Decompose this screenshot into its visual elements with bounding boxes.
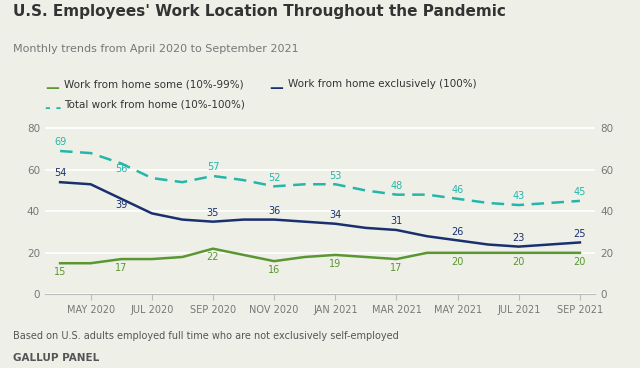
Text: U.S. Employees' Work Location Throughout the Pandemic: U.S. Employees' Work Location Throughout… [13,4,506,19]
Text: Work from home exclusively (100%): Work from home exclusively (100%) [288,79,477,89]
Text: 16: 16 [268,265,280,275]
Text: Based on U.S. adults employed full time who are not exclusively self-employed: Based on U.S. adults employed full time … [13,331,399,341]
Text: GALLUP PANEL: GALLUP PANEL [13,353,99,363]
Text: 22: 22 [207,252,220,262]
Text: 45: 45 [573,187,586,197]
Text: Total work from home (10%-100%): Total work from home (10%-100%) [64,99,245,109]
Text: 31: 31 [390,216,403,226]
Text: —: — [45,81,59,95]
Text: 25: 25 [573,229,586,239]
Text: 15: 15 [54,267,67,277]
Text: 20: 20 [573,256,586,266]
Text: 36: 36 [268,206,280,216]
Text: 43: 43 [513,191,525,201]
Text: 17: 17 [115,263,127,273]
Text: 26: 26 [451,227,464,237]
Text: 53: 53 [329,170,342,181]
Text: 56: 56 [115,164,127,174]
Text: 17: 17 [390,263,403,273]
Text: Monthly trends from April 2020 to September 2021: Monthly trends from April 2020 to Septem… [13,44,298,54]
Text: - -: - - [45,101,61,115]
Text: —: — [269,81,283,95]
Text: 19: 19 [329,259,341,269]
Text: 20: 20 [513,256,525,266]
Text: 23: 23 [513,233,525,243]
Text: 52: 52 [268,173,280,183]
Text: 69: 69 [54,137,66,147]
Text: 20: 20 [451,256,464,266]
Text: Work from home some (10%-99%): Work from home some (10%-99%) [64,79,244,89]
Text: 34: 34 [329,210,341,220]
Text: 48: 48 [390,181,403,191]
Text: 57: 57 [207,162,220,172]
Text: 46: 46 [451,185,464,195]
Text: 35: 35 [207,208,219,218]
Text: 39: 39 [115,199,127,210]
Text: 54: 54 [54,169,67,178]
